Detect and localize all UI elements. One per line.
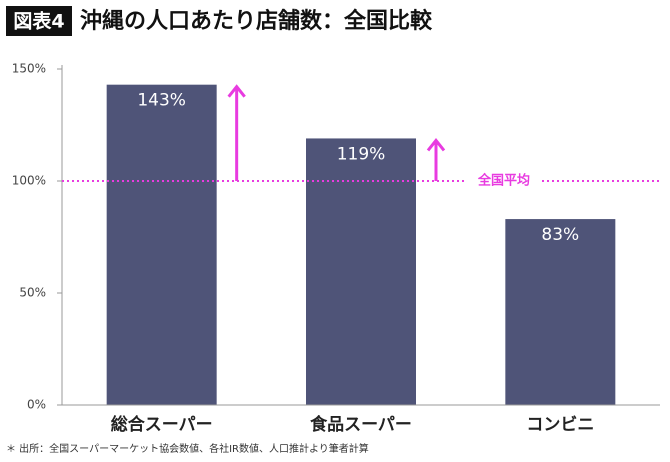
y-tick-label: 100% xyxy=(12,174,46,188)
gain-arrow-head xyxy=(227,84,246,98)
value-label: 119% xyxy=(337,144,386,164)
y-tick-label: 50% xyxy=(19,286,46,300)
reference-label: 全国平均 xyxy=(477,173,530,189)
value-label: 143% xyxy=(137,91,186,111)
value-label: 83% xyxy=(541,225,579,245)
gain-arrow-head xyxy=(426,138,446,152)
figure-label: 図表4 xyxy=(13,10,64,33)
figure-label-box xyxy=(6,6,72,36)
chart-title: 沖縄の人口あたり店舗数：全国比較 xyxy=(80,8,433,34)
source-note: ＊ 出所：全国スーパーマーケット協会数値、各社IR数値、人口推計より筆者計算 xyxy=(6,442,369,455)
x-tick-label: コンビニ xyxy=(526,415,594,435)
y-tick-label: 150% xyxy=(12,62,46,76)
bar xyxy=(106,84,217,406)
x-tick-label: 総合スーパー xyxy=(111,414,213,435)
y-tick-label: 0% xyxy=(27,398,46,412)
bar xyxy=(306,138,416,405)
x-tick-label: 食品スーパー xyxy=(310,414,412,435)
reference-label-bg xyxy=(466,172,542,190)
bar xyxy=(505,219,616,405)
